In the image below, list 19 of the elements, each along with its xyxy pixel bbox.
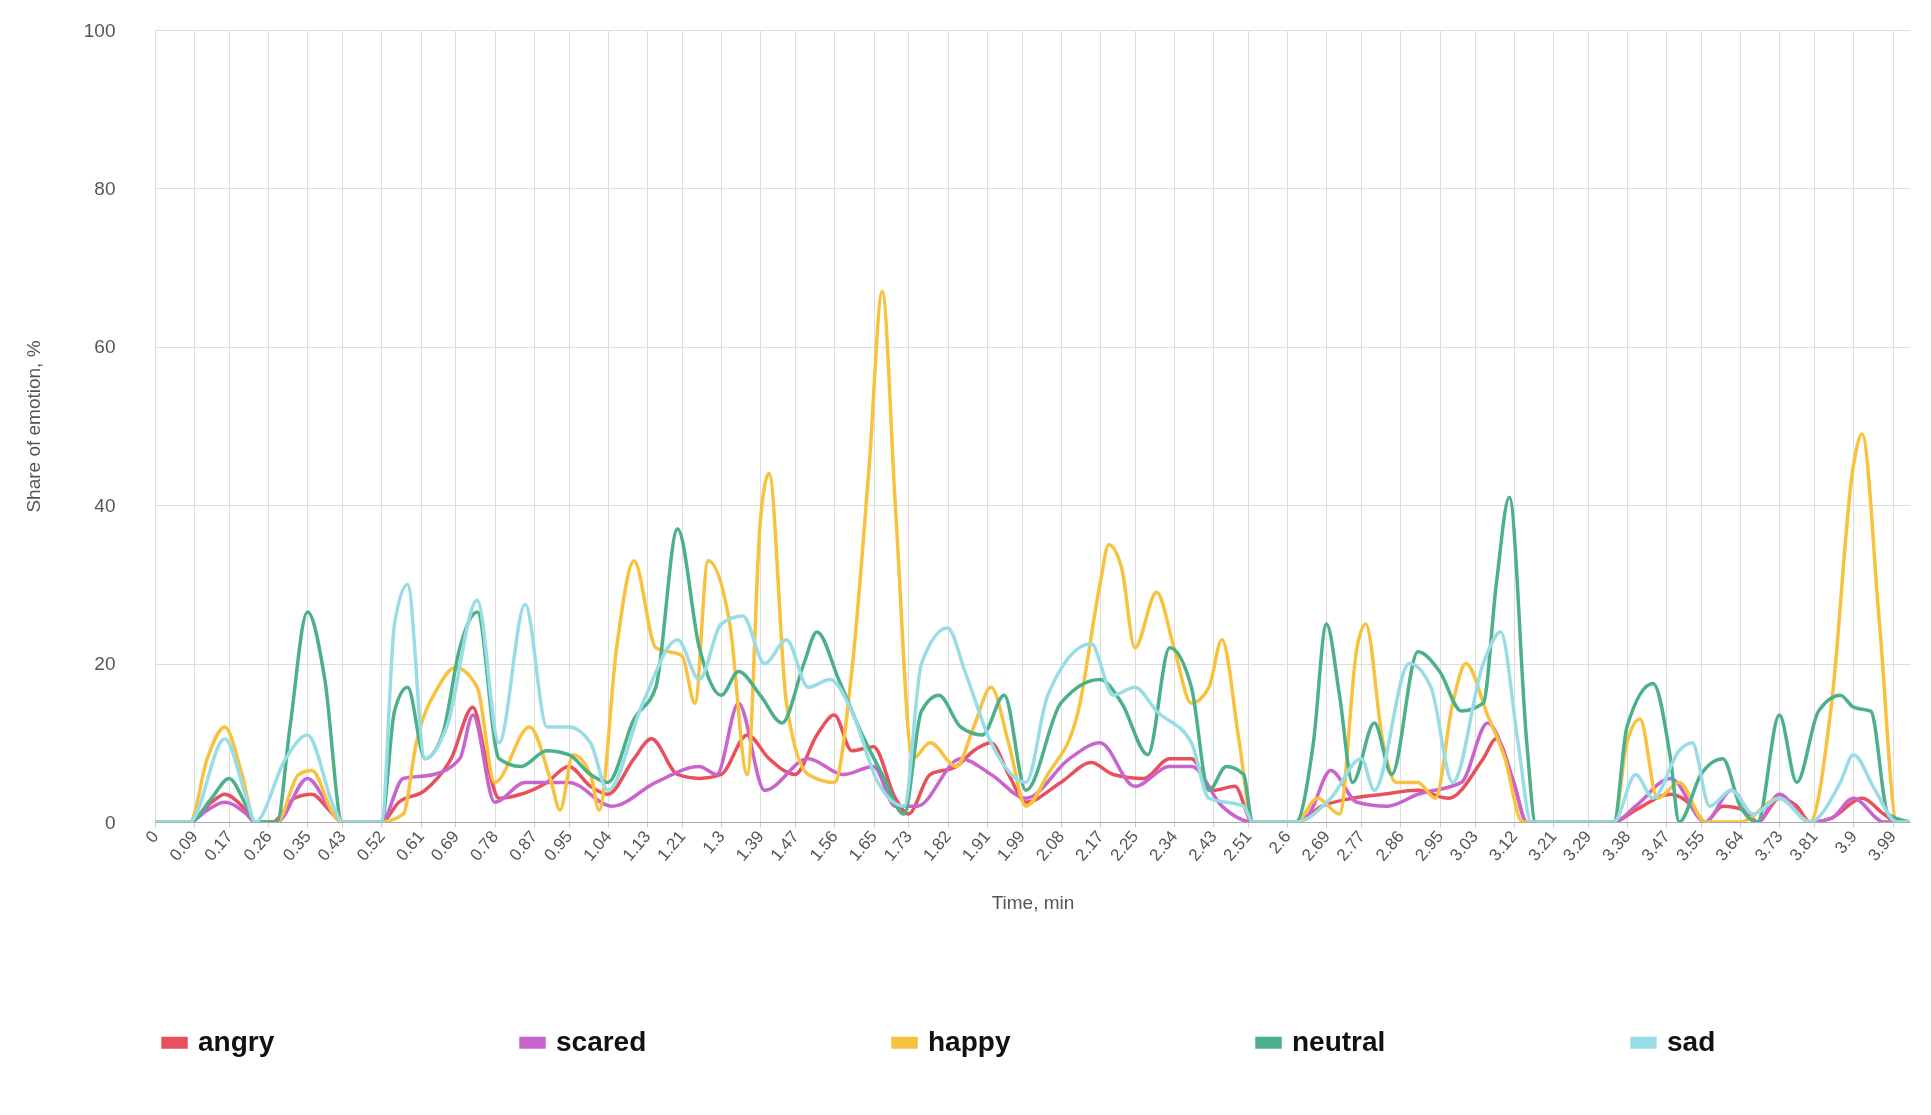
x-axis-title: Time, min <box>991 891 1075 913</box>
line-series <box>155 582 1910 822</box>
legend-label: scared <box>556 1025 647 1057</box>
x-tick-label: 1.3 <box>698 827 729 858</box>
y-tick-label: 20 <box>94 653 116 675</box>
x-tick-label: 0 <box>141 827 163 847</box>
y-tick-label: 80 <box>94 177 116 199</box>
legend-label: neutral <box>1292 1025 1386 1057</box>
y-tick-label: 100 <box>83 19 116 41</box>
x-tick-label: 2.6 <box>1264 827 1295 858</box>
legend-label: angry <box>198 1025 275 1057</box>
y-tick-label: 40 <box>94 494 116 516</box>
x-tick-label: 0.61 <box>392 827 429 865</box>
x-tick-label: 3.9 <box>1831 827 1861 858</box>
y-axis-title: Share of emotion, % <box>22 340 44 513</box>
y-tick-label: 60 <box>94 336 116 358</box>
legend-label: sad <box>1667 1025 1716 1057</box>
y-tick-label: 0 <box>104 811 116 833</box>
legend-label: happy <box>928 1025 1011 1057</box>
